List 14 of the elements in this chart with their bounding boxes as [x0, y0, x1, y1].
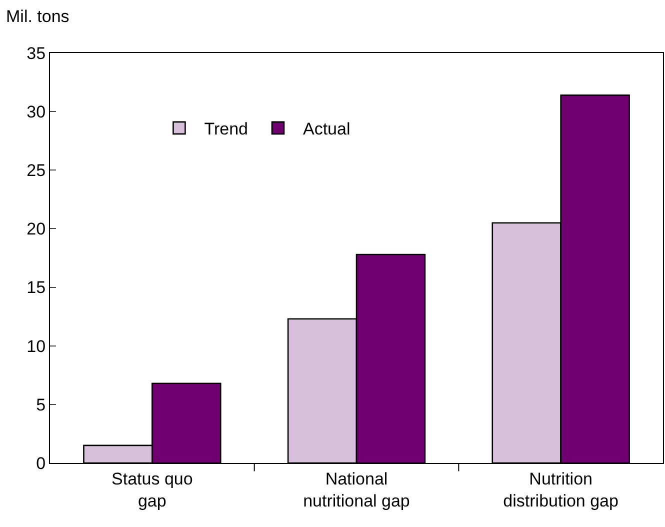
y-tick-label: 15 [26, 278, 46, 298]
x-tick-label: National nutritional gap [303, 469, 410, 510]
legend-label: Trend [204, 120, 248, 139]
y-tick-label: 0 [36, 454, 46, 473]
y-tick-label: 30 [26, 102, 46, 122]
y-tick-label: 5 [36, 395, 46, 414]
y-tick-label: 10 [26, 336, 46, 356]
x-tick-label: Nutrition distribution gap [503, 469, 618, 510]
y-axis-title: Mil. tons [6, 7, 70, 26]
y-tick-label: 20 [26, 220, 46, 239]
x-tick-label: Status quo gap [112, 469, 193, 510]
y-tick-label: 25 [26, 161, 46, 180]
y-tick-label: 35 [26, 44, 46, 63]
legend-label: Actual [302, 120, 350, 139]
